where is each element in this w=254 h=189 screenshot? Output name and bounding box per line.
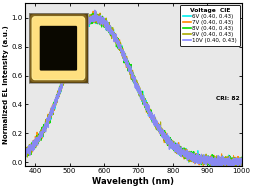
Text: CRI: 82: CRI: 82 <box>216 96 239 101</box>
FancyBboxPatch shape <box>32 17 85 80</box>
FancyBboxPatch shape <box>28 12 89 84</box>
Legend: 6V (0.40, 0.43), 7V (0.40, 0.43), 8V (0.40, 0.43), 9V (0.40, 0.43), 10V (0.40, 0: 6V (0.40, 0.43), 7V (0.40, 0.43), 8V (0.… <box>180 5 240 46</box>
FancyBboxPatch shape <box>32 17 85 80</box>
FancyBboxPatch shape <box>30 14 87 82</box>
FancyBboxPatch shape <box>40 26 77 70</box>
X-axis label: Wavelength (nm): Wavelength (nm) <box>92 177 174 186</box>
Y-axis label: Normalized EL Intensity (a.u.): Normalized EL Intensity (a.u.) <box>4 26 9 144</box>
FancyBboxPatch shape <box>26 10 91 87</box>
